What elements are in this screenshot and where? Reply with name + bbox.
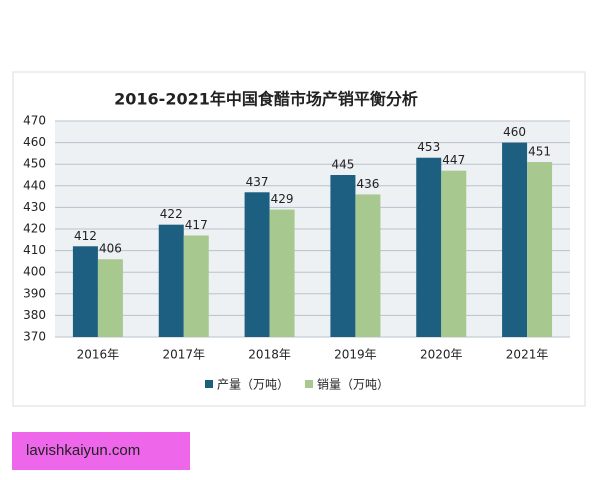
bar [244, 192, 270, 337]
bar [416, 157, 442, 337]
y-tick-label: 440 [23, 178, 46, 192]
value-label: 406 [99, 242, 122, 256]
y-tick-label: 460 [23, 135, 46, 149]
legend-label: 产量（万吨） [217, 378, 289, 392]
value-label: 412 [74, 229, 97, 243]
y-tick-label: 430 [23, 200, 46, 214]
value-label: 422 [160, 207, 183, 221]
y-tick-label: 420 [23, 222, 46, 236]
bar [355, 194, 381, 337]
bar [330, 175, 356, 337]
bar [527, 162, 553, 337]
value-label: 445 [331, 158, 354, 172]
value-label: 447 [442, 153, 465, 167]
y-tick-label: 470 [23, 114, 46, 128]
bar [158, 224, 184, 337]
legend-swatch [205, 380, 213, 388]
bar [72, 246, 98, 337]
value-label: 453 [417, 140, 440, 154]
x-tick-label: 2018年 [248, 348, 291, 362]
x-tick-label: 2017年 [162, 348, 205, 362]
x-tick-label: 2020年 [420, 348, 463, 362]
value-label: 436 [356, 177, 379, 191]
value-label: 451 [528, 145, 551, 159]
y-tick-label: 450 [23, 157, 46, 171]
value-label: 460 [503, 125, 526, 139]
bar [97, 259, 123, 337]
y-tick-label: 400 [23, 265, 46, 279]
y-tick-label: 380 [23, 308, 46, 322]
bar [502, 142, 528, 337]
value-label: 429 [271, 192, 294, 206]
bar [183, 235, 209, 337]
y-tick-label: 370 [23, 330, 46, 344]
legend-label: 销量（万吨） [317, 378, 389, 392]
value-label: 437 [246, 175, 269, 189]
y-tick-label: 410 [23, 243, 46, 257]
x-tick-label: 2019年 [334, 348, 377, 362]
legend-swatch [305, 380, 313, 388]
value-label: 417 [185, 218, 208, 232]
site-tag: lavishkaiyun.com [12, 432, 190, 470]
chart-title: 2016-2021年中国食醋市场产销平衡分析 [114, 90, 418, 109]
x-tick-label: 2021年 [506, 348, 549, 362]
bar [441, 170, 467, 337]
y-tick-label: 390 [23, 286, 46, 300]
x-tick-label: 2016年 [77, 348, 120, 362]
bar [269, 209, 295, 337]
